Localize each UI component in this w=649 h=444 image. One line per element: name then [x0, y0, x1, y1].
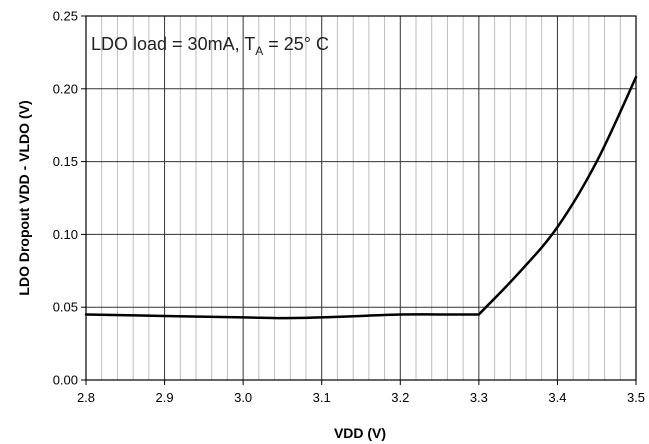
x-tick-label: 3.2: [391, 390, 409, 405]
x-tick-label: 3.5: [627, 390, 645, 405]
x-tick-label: 2.9: [156, 390, 174, 405]
y-axis-title: LDO Dropout VDD - VLDO (V): [16, 100, 32, 295]
x-tick-label: 3.1: [313, 390, 331, 405]
y-tick-label: 0.00: [53, 373, 78, 388]
x-tick-label: 3.0: [234, 390, 252, 405]
major-grid: [86, 16, 636, 380]
x-axis-title: VDD (V): [334, 425, 386, 441]
x-tick-label: 3.3: [470, 390, 488, 405]
y-tick-label: 0.05: [53, 300, 78, 315]
x-tick-label: 3.4: [548, 390, 566, 405]
y-tick-label: 0.25: [53, 9, 78, 24]
y-tick-label: 0.10: [53, 227, 78, 242]
y-axis-ticks: 0.00 0.05 0.10 0.15 0.20 0.25: [53, 9, 86, 388]
x-axis-ticks: 2.8 2.9 3.0 3.1 3.2 3.3 3.4 3.5: [77, 380, 645, 405]
annotation-subscript: A: [255, 44, 263, 58]
chart-annotation: LDO load = 30mA, TA = 25° C: [91, 34, 329, 58]
dropout-curve: [84, 75, 638, 320]
plot-frame: [85, 15, 637, 381]
y-tick-label: 0.20: [53, 81, 78, 96]
annotation-prefix: LDO load = 30mA, T: [91, 34, 255, 54]
y-tick-label: 0.15: [53, 154, 78, 169]
annotation-suffix: = 25° C: [263, 34, 329, 54]
x-tick-label: 2.8: [77, 390, 95, 405]
minor-grid: [101, 16, 621, 380]
